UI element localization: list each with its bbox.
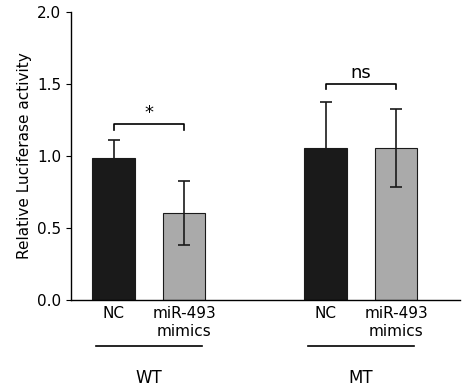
Bar: [163, 213, 205, 300]
Text: MT: MT: [348, 369, 373, 384]
Bar: [92, 159, 135, 300]
Y-axis label: Relative Luciferase activity: Relative Luciferase activity: [17, 52, 32, 259]
Text: *: *: [145, 104, 153, 122]
Bar: [304, 148, 346, 300]
Bar: [375, 148, 418, 300]
Text: WT: WT: [136, 369, 162, 384]
Text: ns: ns: [350, 64, 371, 82]
